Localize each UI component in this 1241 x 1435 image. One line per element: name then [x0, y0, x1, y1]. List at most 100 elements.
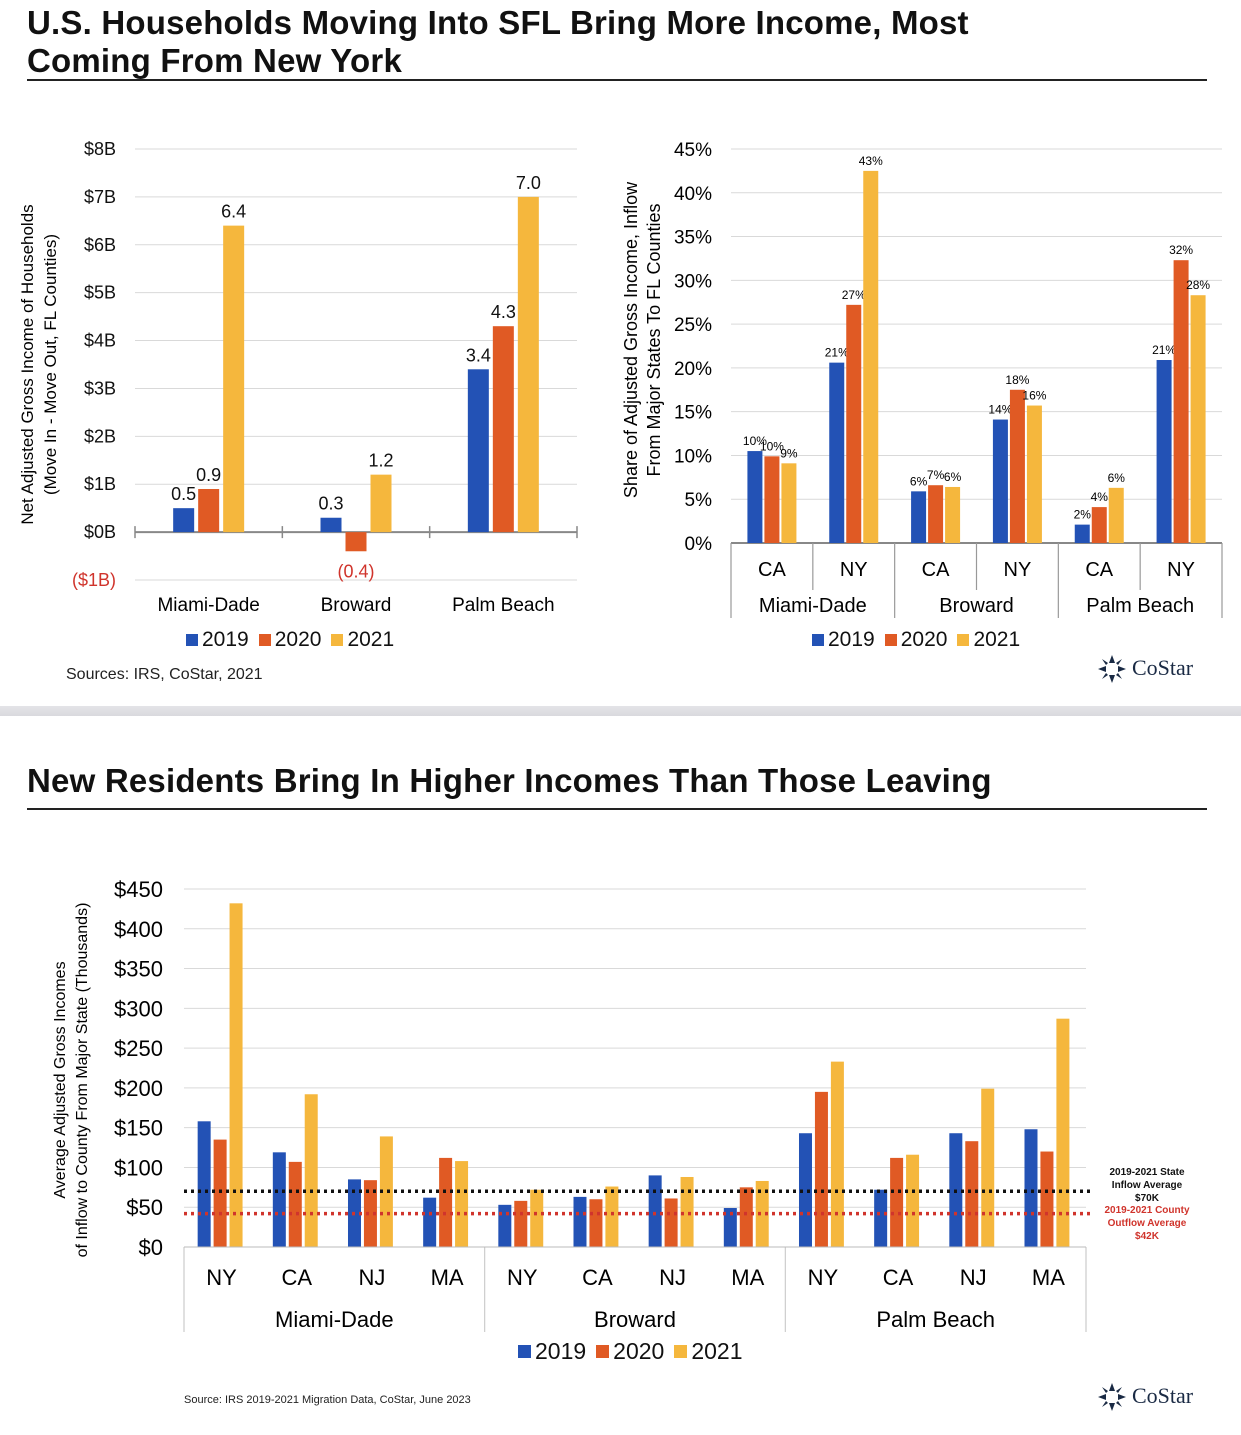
y-tick-label: $3B [84, 378, 116, 398]
data-label: 6.4 [221, 202, 246, 222]
legend-item-2020: 2020 [258, 628, 321, 652]
chart1-legend: 2019 2020 2021 [186, 628, 394, 652]
bar-2019 [423, 1197, 437, 1247]
x-category-label: CA [922, 559, 950, 581]
bar-2019 [320, 517, 342, 533]
data-label: 4% [1091, 490, 1109, 504]
data-label: 6% [1108, 471, 1126, 485]
bar-2020 [589, 1199, 603, 1247]
bar-2020 [965, 1141, 979, 1247]
bar-2019 [723, 1208, 737, 1247]
legend-swatch-2020 [884, 634, 897, 646]
x-category-label: NY [206, 1265, 237, 1290]
y-tick-label: ($1B) [72, 570, 116, 590]
bar-2020 [1173, 260, 1189, 543]
bar-2020 [363, 1180, 377, 1247]
legend-item-2021: 2021 [674, 1338, 743, 1365]
data-label: 14% [988, 403, 1012, 417]
bar-2020 [846, 304, 862, 543]
y-tick-label: $450 [114, 877, 163, 902]
y-tick-label: $400 [114, 917, 163, 942]
y-tick-label: $250 [114, 1036, 163, 1061]
y-tick-label: $100 [114, 1155, 163, 1180]
state-inflow-average-label: Inflow Average [1112, 1180, 1183, 1191]
slide2-title: New Residents Bring In Higher Incomes Th… [27, 762, 992, 799]
bar-2021 [981, 1088, 995, 1247]
bar-2020 [739, 1187, 753, 1247]
bar-2020 [345, 532, 367, 552]
bar-2020 [928, 485, 944, 543]
x-category-label: NJ [358, 1265, 385, 1290]
avg-agi-inflow-chart: $0 $50 $100 $150 $200 $250 $300 $350 $400 $450 NY C… [52, 877, 1190, 1332]
y-axis-label-line1: Share of Adjusted Gross Income, Inflow [621, 181, 641, 498]
legend-label: 2019 [828, 628, 875, 651]
data-label: 0.5 [171, 484, 196, 504]
bar-2021 [945, 486, 961, 543]
bar-2019 [1074, 524, 1090, 543]
bar-2021 [906, 1154, 920, 1247]
bar-2021 [304, 1094, 318, 1247]
x-category-label: NJ [960, 1265, 987, 1290]
bar-2019 [197, 1121, 211, 1247]
bar-2021 [1026, 405, 1042, 543]
x-category-label: NY [1167, 559, 1195, 581]
y-tick-label: $4B [84, 331, 116, 351]
slide2-title-rule [27, 808, 1207, 810]
y-axis-label-line2: (Move In - Move Out, FL Counties) [41, 234, 60, 495]
legend-label: 2019 [202, 628, 249, 651]
chart3-legend: 2019 2020 2021 [518, 1338, 743, 1365]
bar-2020 [764, 456, 780, 543]
bar-2021 [830, 1061, 844, 1247]
bar-2021 [755, 1180, 769, 1247]
bar-2020 [814, 1091, 828, 1247]
y-tick-label: 10% [674, 446, 712, 467]
y-tick-label: $5B [84, 283, 116, 303]
bar-2020 [492, 326, 514, 533]
costar-star-icon [1098, 655, 1126, 683]
bar-2019 [798, 1133, 812, 1247]
bar-2019 [992, 419, 1008, 543]
x-category-label: Palm Beach [452, 595, 554, 616]
legend-swatch-2020 [596, 1345, 610, 1358]
y-tick-label: $6B [84, 235, 116, 255]
data-label: 6% [944, 470, 962, 484]
bar-2019 [648, 1175, 662, 1247]
x-group-label: Miami-Dade [275, 1307, 394, 1332]
bar-2021 [530, 1189, 544, 1247]
slide1-title-line1: U.S. Households Moving Into SFL Bring Mo… [27, 4, 969, 41]
slide2-source: Source: IRS 2019-2021 Migration Data, Co… [184, 1394, 471, 1406]
x-category-label: NJ [659, 1265, 686, 1290]
x-category-label: CA [883, 1265, 914, 1290]
bar-2020 [890, 1157, 904, 1247]
legend-swatch-2021 [331, 634, 344, 646]
y-tick-label: $200 [114, 1076, 163, 1101]
bar-2020 [213, 1139, 227, 1247]
y-axis-label-line2: of Inflow to County From Major State (Th… [74, 903, 91, 1258]
x-group-label: Palm Beach [1086, 595, 1194, 617]
legend-swatch-2019 [812, 634, 824, 646]
data-label: (0.4) [337, 561, 374, 581]
legend-item-2019: 2019 [812, 628, 875, 652]
data-label: 1.2 [368, 451, 393, 471]
x-category-label: Broward [321, 595, 392, 616]
bar-2019 [874, 1189, 888, 1247]
agi-share-chart: 0%5%10%15%20%25%30%35%40%45%10%10%9%CA21… [621, 140, 1223, 618]
x-category-label: NY [507, 1265, 538, 1290]
x-category-label: CA [1085, 559, 1113, 581]
county-outflow-average-label: Outflow Average [1108, 1218, 1187, 1229]
bar-2021 [605, 1186, 619, 1247]
bar-2019 [1024, 1129, 1038, 1247]
legend-item-2019: 2019 [518, 1338, 586, 1365]
x-group-label: Broward [594, 1307, 676, 1332]
y-axis-label-line1: Average Adjusted Gross Incomes [52, 961, 69, 1198]
costar-logo-text: CoStar [1132, 655, 1194, 680]
x-category-label: MA [1032, 1265, 1065, 1290]
data-label: 7% [927, 468, 945, 482]
bar-2021 [863, 170, 879, 543]
bar-2019 [829, 362, 845, 543]
bar-2021 [379, 1136, 393, 1247]
y-tick-label: $2B [84, 426, 116, 446]
slide-separator [0, 706, 1241, 716]
y-tick-label: 0% [685, 534, 713, 555]
x-category-label: NY [840, 559, 868, 581]
